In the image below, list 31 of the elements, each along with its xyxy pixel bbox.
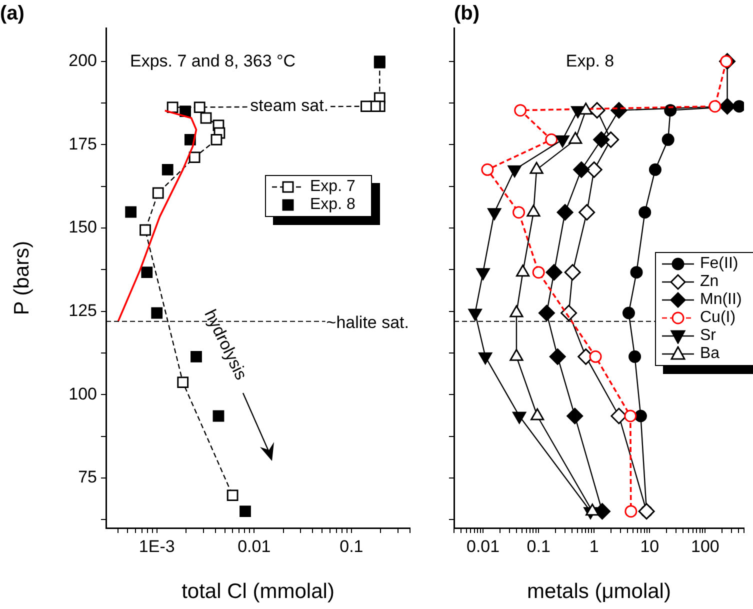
legend-label: Cu(I) bbox=[700, 309, 736, 327]
annotation: Exps. 7 and 8, 363 °C bbox=[130, 52, 296, 71]
x-tick-label: 0.01 bbox=[238, 536, 271, 556]
x-axis-title: metals (μmolal) bbox=[527, 580, 671, 604]
legend-label: Sr bbox=[700, 327, 716, 345]
legend-label: Ba bbox=[700, 345, 720, 363]
chart-title: (a) bbox=[0, 2, 24, 25]
y-tick-label: 75 bbox=[78, 468, 97, 487]
y-axis-title: P (bars) bbox=[10, 240, 34, 316]
legend-label: Mn(II) bbox=[700, 291, 742, 309]
legend-label: Zn bbox=[700, 273, 719, 291]
y-tick-label: 200 bbox=[68, 51, 97, 70]
annotation: steam sat. bbox=[250, 96, 329, 116]
legend-label: Fe(II) bbox=[700, 255, 738, 273]
x-tick-label: 100 bbox=[690, 536, 720, 556]
legend-label: Exp. 8 bbox=[310, 196, 356, 214]
x-tick-label: 1E-3 bbox=[138, 536, 175, 556]
annotation: Exp. 8 bbox=[566, 52, 614, 71]
x-tick-label: 0.1 bbox=[526, 536, 550, 556]
ref-line-label: ~halite sat. bbox=[326, 313, 409, 332]
legend-label: Exp. 7 bbox=[310, 178, 356, 196]
x-tick-label: 0.01 bbox=[466, 536, 500, 556]
x-tick-label: 10 bbox=[640, 536, 660, 556]
y-tick-label: 125 bbox=[68, 301, 97, 320]
chart-title: (b) bbox=[454, 2, 480, 25]
x-axis-title: total Cl (mmolal) bbox=[182, 580, 334, 604]
x-tick-label: 0.1 bbox=[340, 536, 364, 556]
y-tick-label: 150 bbox=[68, 218, 97, 237]
y-tick-label: 100 bbox=[68, 384, 97, 404]
y-tick-label: 175 bbox=[68, 134, 97, 154]
x-tick-label: 1 bbox=[589, 536, 599, 556]
